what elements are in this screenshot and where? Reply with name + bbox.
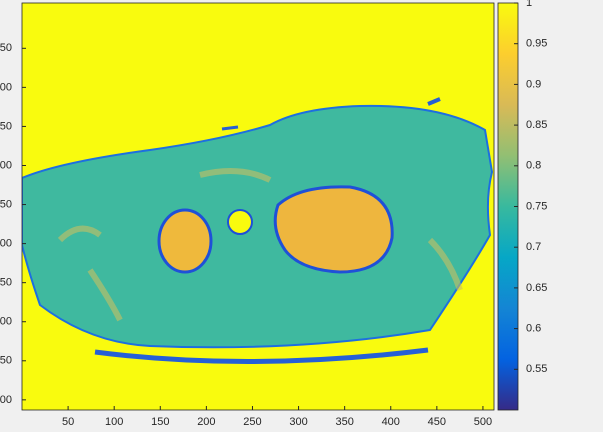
x-tick-label: 100	[105, 416, 123, 428]
y-tick-label: 50	[0, 42, 12, 54]
colorbar-tick-label: 0.7	[526, 241, 541, 253]
colorbar-tick-label: 0.95	[526, 38, 547, 50]
x-tick-label: 150	[151, 416, 169, 428]
trachea	[228, 210, 252, 234]
colorbar-tick-label: 1	[526, 0, 532, 9]
y-tick-label: 200	[0, 159, 12, 171]
y-tick-label: 300	[0, 238, 12, 250]
y-tick-label: 150	[0, 120, 12, 132]
x-tick-label: 250	[243, 416, 261, 428]
x-tick-label: 500	[474, 416, 492, 428]
colorbar-tick-label: 0.75	[526, 200, 547, 212]
y-tick-label: 250	[0, 198, 12, 210]
left-lung	[159, 210, 211, 272]
colorbar-tick-label: 0.85	[526, 119, 547, 131]
colorbar-tick-label: 0.8	[526, 160, 541, 172]
y-tick-label: 400	[0, 316, 12, 328]
image	[22, 3, 494, 410]
x-tick-label: 350	[335, 416, 353, 428]
y-tick-label: 350	[0, 277, 12, 289]
y-tick-label: 500	[0, 394, 12, 406]
x-tick-label: 50	[62, 416, 74, 428]
right-lung	[275, 187, 392, 272]
y-tick-label: 100	[0, 81, 12, 93]
x-tick-label: 200	[197, 416, 215, 428]
colorbar-tick-label: 0.55	[526, 363, 547, 375]
chart: 50 100 150 200 250 300 350 400 450 500 50 100 150 200…	[0, 0, 603, 432]
artifact	[222, 127, 238, 129]
y-tick-label: 450	[0, 355, 12, 367]
x-tick-label: 450	[428, 416, 446, 428]
colorbar-tick-label: 0.65	[526, 282, 547, 294]
x-tick-label: 400	[382, 416, 400, 428]
colorbar-tick-label: 0.6	[526, 323, 541, 335]
x-tick-label: 300	[289, 416, 307, 428]
colorbar-tick-label: 0.9	[526, 78, 541, 90]
